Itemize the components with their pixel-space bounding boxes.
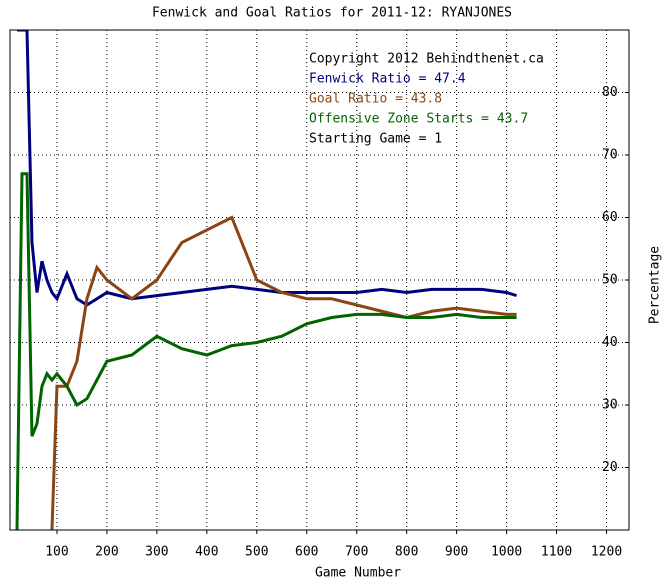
chart-title: Fenwick and Goal Ratios for 2011-12: RYA… [152,6,512,21]
x-tick-label: 600 [295,545,318,560]
x-tick-label: 800 [395,545,418,560]
legend-entry: Offensive Zone Starts = 43.7 [309,112,528,127]
y-tick-label: 60 [602,210,618,225]
x-tick-label: 1000 [491,545,522,560]
y-tick-label: 80 [602,85,618,100]
x-tick-label: 100 [45,545,68,560]
series-line [50,215,517,530]
y-tick-label: 30 [602,398,618,413]
x-tick-label: 400 [195,545,218,560]
y-tick-label: 70 [602,148,618,163]
x-tick-label: 200 [95,545,118,560]
y-tick-label: 50 [602,273,618,288]
series-line [16,30,518,307]
x-tick-label: 500 [245,545,268,560]
x-tick-label: 300 [145,545,168,560]
plot-area [15,30,518,530]
legend-entry: Goal Ratio = 43.8 [309,92,442,107]
grid [10,30,629,530]
x-tick-label: 1100 [541,545,572,560]
y-axis-label: Percentage [648,246,663,324]
legend-entry: Fenwick Ratio = 47.4 [309,72,466,87]
series-line [15,172,517,530]
annotation: Starting Game = 1 [309,132,442,147]
x-tick-label: 1200 [591,545,622,560]
y-tick-label: 20 [602,460,618,475]
x-tick-label: 900 [445,545,468,560]
y-tick-label: 40 [602,335,618,350]
annotation: Copyright 2012 Behindthenet.ca [309,52,544,67]
x-tick-label: 700 [345,545,368,560]
x-axis-label: Game Number [315,566,401,581]
